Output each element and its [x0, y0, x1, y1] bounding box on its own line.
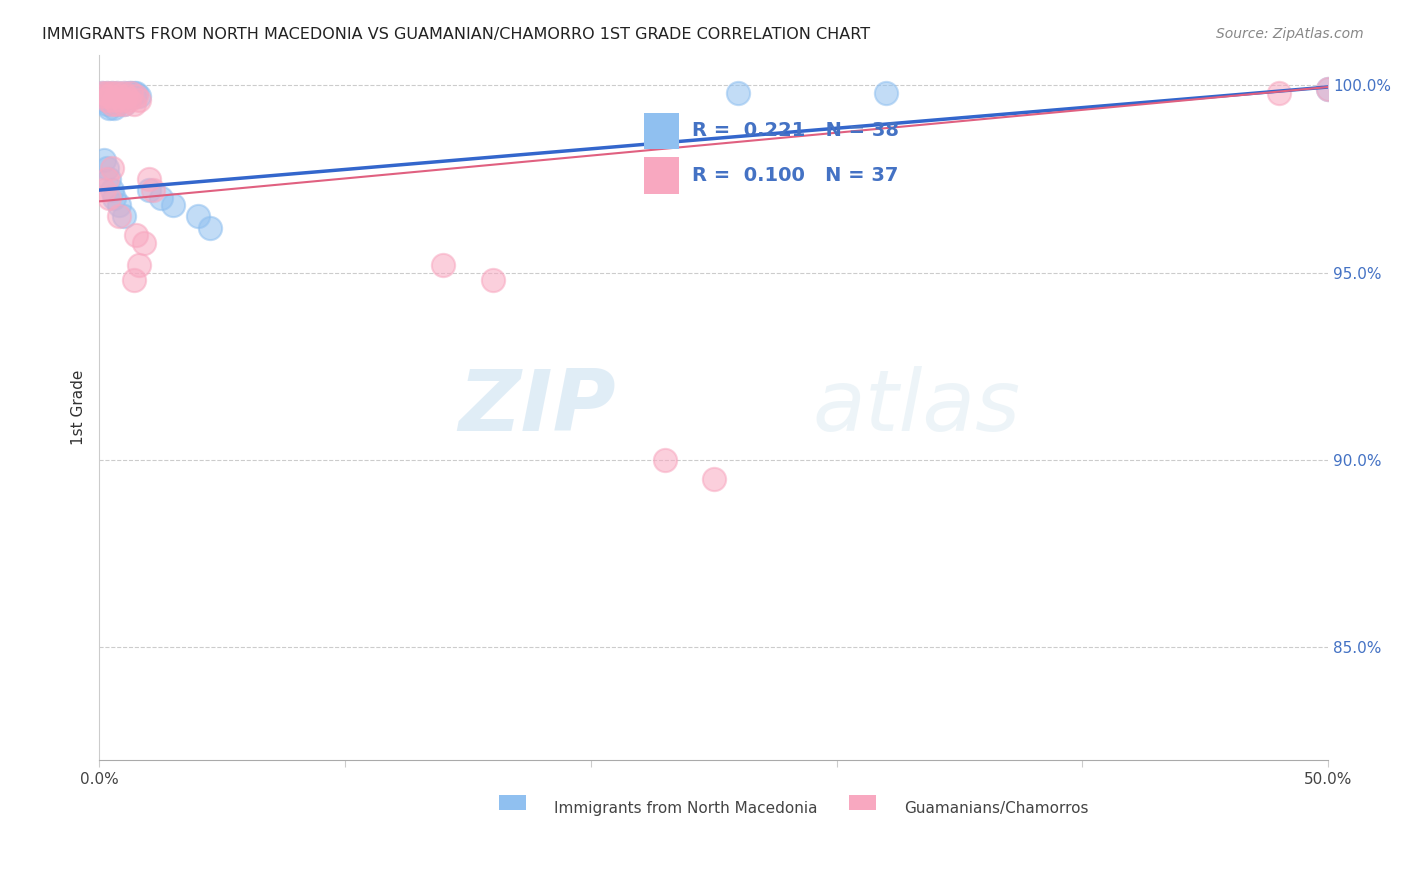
Point — [105, 86, 128, 100]
FancyBboxPatch shape — [849, 795, 876, 811]
Point — [432, 258, 454, 272]
Point — [112, 209, 135, 223]
Point — [96, 161, 118, 175]
Point — [105, 86, 128, 100]
Point — [187, 209, 209, 223]
Point — [112, 86, 135, 100]
Text: atlas: atlas — [813, 366, 1021, 449]
Point — [103, 93, 125, 107]
Point — [125, 227, 148, 242]
Point — [1268, 86, 1291, 100]
Point — [93, 153, 115, 167]
Text: Immigrants from North Macedonia: Immigrants from North Macedonia — [554, 801, 817, 815]
Point — [110, 93, 132, 107]
Point — [110, 93, 132, 107]
Point — [98, 171, 121, 186]
Point — [112, 86, 135, 100]
Point — [128, 258, 150, 272]
Point — [138, 183, 160, 197]
Point — [108, 89, 131, 103]
Point — [105, 96, 128, 111]
Point — [125, 86, 148, 100]
Point — [118, 86, 141, 100]
Point — [100, 161, 122, 175]
Point — [142, 183, 165, 197]
Point — [100, 86, 122, 100]
Point — [108, 209, 131, 223]
Point — [96, 96, 118, 111]
Point — [112, 96, 135, 111]
Point — [125, 89, 148, 103]
Point — [115, 89, 138, 103]
Point — [654, 453, 676, 467]
Point — [98, 101, 121, 115]
Point — [481, 273, 503, 287]
Point — [1317, 82, 1340, 96]
Point — [100, 86, 122, 100]
Point — [93, 89, 115, 103]
Point — [108, 89, 131, 103]
Point — [103, 89, 125, 103]
Point — [100, 96, 122, 111]
Point — [120, 86, 142, 100]
Point — [96, 93, 118, 107]
Point — [90, 86, 112, 100]
Point — [1317, 82, 1340, 96]
Point — [162, 198, 184, 212]
Point — [93, 89, 115, 103]
Point — [93, 183, 115, 197]
Point — [100, 93, 122, 107]
Point — [727, 86, 749, 100]
FancyBboxPatch shape — [499, 795, 526, 811]
Point — [122, 86, 145, 100]
Point — [128, 93, 150, 107]
Point — [198, 220, 221, 235]
Point — [112, 96, 135, 111]
Point — [122, 273, 145, 287]
Point — [128, 89, 150, 103]
Point — [120, 86, 142, 100]
Point — [98, 89, 121, 103]
Point — [96, 86, 118, 100]
Text: IMMIGRANTS FROM NORTH MACEDONIA VS GUAMANIAN/CHAMORRO 1ST GRADE CORRELATION CHAR: IMMIGRANTS FROM NORTH MACEDONIA VS GUAMA… — [42, 27, 870, 42]
Point — [93, 93, 115, 107]
Text: Source: ZipAtlas.com: Source: ZipAtlas.com — [1216, 27, 1364, 41]
Point — [90, 86, 112, 100]
Point — [103, 101, 125, 115]
Point — [96, 86, 118, 100]
Point — [118, 93, 141, 107]
Point — [96, 171, 118, 186]
Point — [703, 472, 725, 486]
Point — [100, 183, 122, 197]
Text: ZIP: ZIP — [458, 366, 616, 449]
Point — [108, 198, 131, 212]
Point — [138, 171, 160, 186]
Text: Guamanians/Chamorros: Guamanians/Chamorros — [904, 801, 1088, 815]
Point — [875, 86, 897, 100]
Point — [98, 89, 121, 103]
Point — [122, 96, 145, 111]
Point — [105, 96, 128, 111]
Point — [115, 89, 138, 103]
Point — [103, 190, 125, 204]
Point — [132, 235, 155, 250]
Point — [149, 190, 172, 204]
Point — [98, 190, 121, 204]
Y-axis label: 1st Grade: 1st Grade — [72, 370, 86, 445]
